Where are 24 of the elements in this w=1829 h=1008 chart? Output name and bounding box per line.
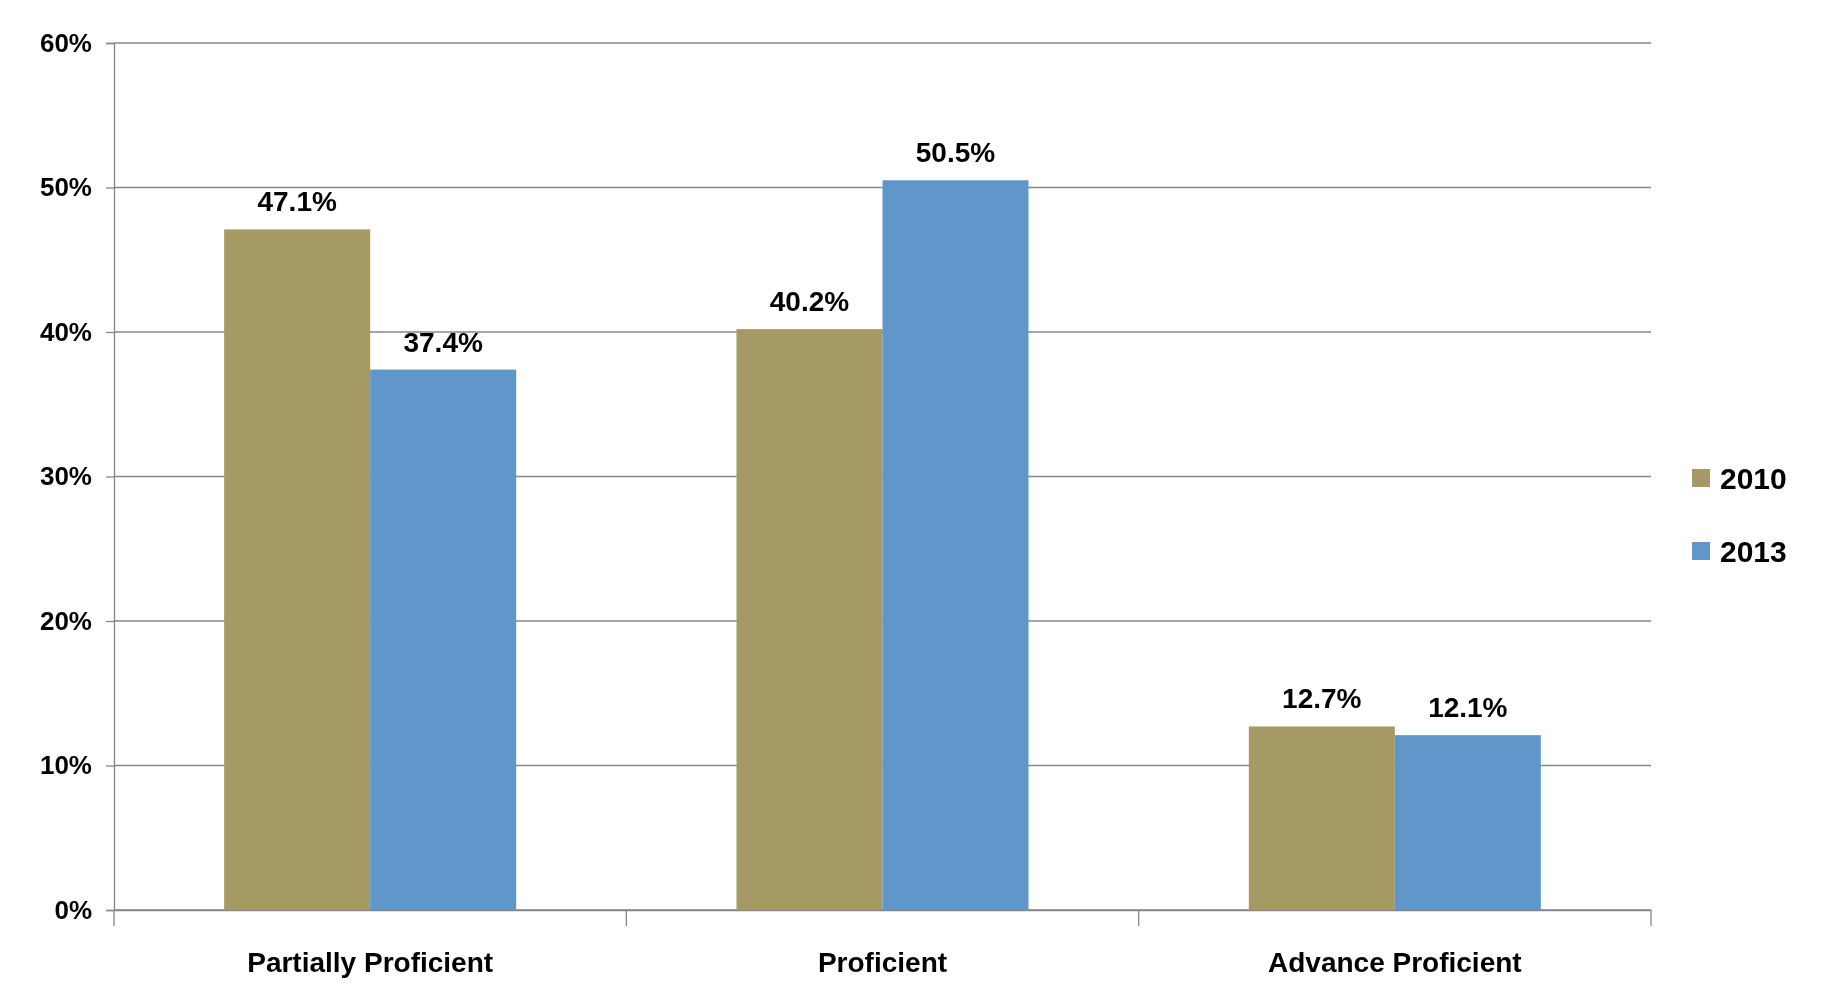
- x-tick-label: Advance Proficient: [1268, 946, 1522, 978]
- y-tick-label: 0%: [54, 894, 92, 925]
- bar: [736, 329, 883, 910]
- y-tick-label: 50%: [39, 172, 92, 203]
- bar: [370, 369, 517, 910]
- y-tick-label: 40%: [39, 316, 92, 347]
- y-tick-label: 10%: [39, 750, 92, 781]
- bar: [1248, 726, 1395, 910]
- y-tick-label: 30%: [39, 461, 92, 492]
- data-label: 12.1%: [1428, 692, 1508, 724]
- data-label: 12.7%: [1282, 683, 1362, 715]
- bar: [224, 229, 371, 910]
- legend-label: 2013: [1720, 535, 1787, 568]
- legend-label: 2010: [1720, 462, 1787, 495]
- y-tick-label: 60%: [39, 27, 92, 58]
- y-tick-label: 20%: [39, 605, 92, 636]
- data-label: 40.2%: [769, 286, 850, 318]
- bar: [1394, 735, 1541, 910]
- data-label: 47.1%: [257, 186, 337, 218]
- data-label: 50.5%: [915, 137, 996, 169]
- x-tick-label: Proficient: [817, 946, 948, 978]
- bar: [882, 180, 1029, 910]
- x-tick-label: Partially Proficient: [247, 946, 494, 978]
- data-label: 37.4%: [403, 326, 483, 358]
